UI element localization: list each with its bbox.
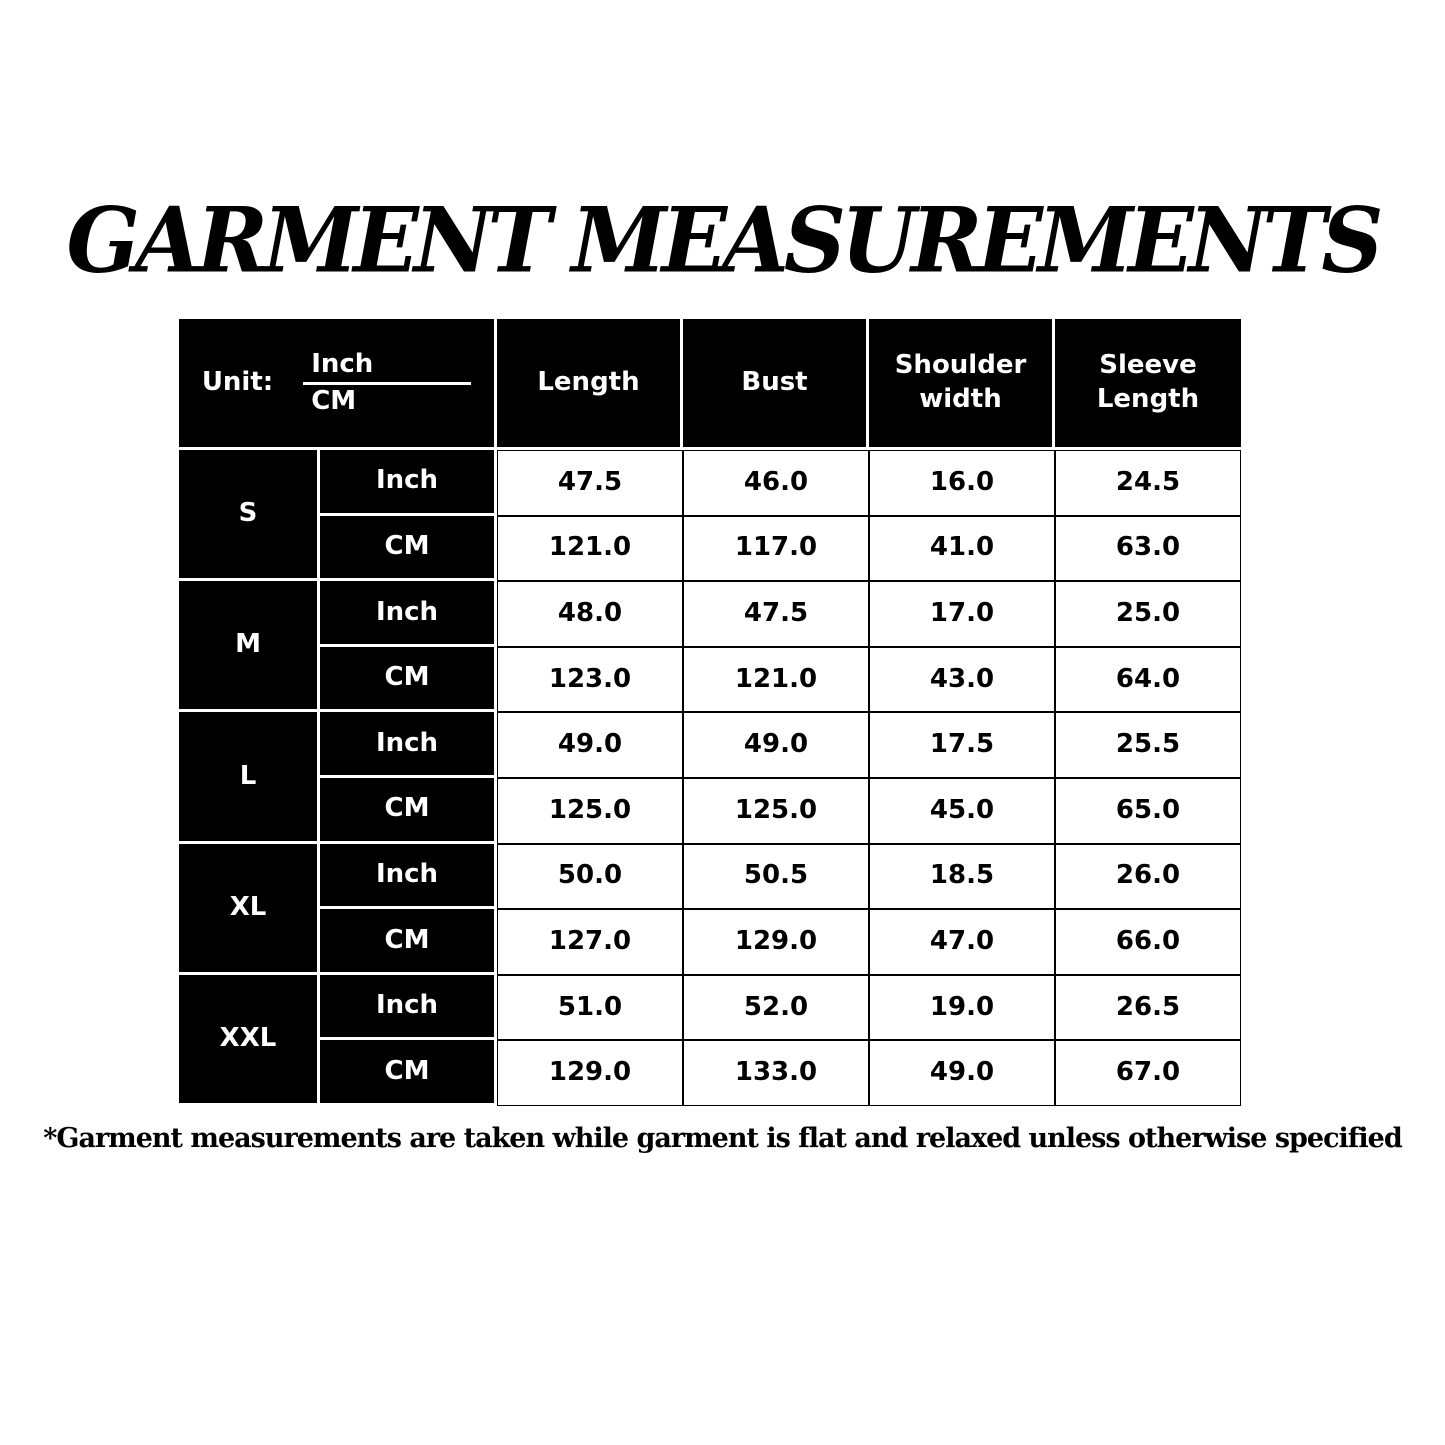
unit-cell: Inch: [320, 450, 497, 516]
measurement-cell: 43.0: [869, 646, 1055, 713]
measurement-cell: 125.0: [683, 777, 869, 844]
measurement-cell: 52.0: [683, 974, 869, 1041]
measurement-cell: 121.0: [497, 515, 683, 582]
unit-label: Unit:: [201, 367, 274, 398]
unit-cell: Inch: [320, 843, 497, 910]
measurement-cell: 51.0: [497, 974, 683, 1041]
measurement-cell: 41.0: [869, 515, 1055, 582]
column-header-bust: Bust: [683, 319, 869, 450]
measurement-cell: 129.0: [497, 1040, 683, 1106]
measurement-cell: 125.0: [497, 777, 683, 844]
measurement-cell: 47.5: [683, 581, 869, 647]
unit-cell: CM: [320, 909, 497, 975]
measurement-cell: 123.0: [497, 646, 683, 713]
measurement-cell: 26.5: [1055, 974, 1241, 1041]
measurement-cell: 121.0: [683, 646, 869, 713]
size-label: XXL: [179, 974, 320, 1106]
measurement-cell: 133.0: [683, 1040, 869, 1106]
unit-inch: Inch: [303, 348, 472, 385]
measurement-cell: 47.0: [869, 909, 1055, 975]
unit-cell: CM: [320, 777, 497, 844]
unit-cell: Inch: [320, 712, 497, 778]
column-header-shoulder-width: Shoulder width: [869, 319, 1055, 450]
measurement-cell: 26.0: [1055, 843, 1241, 910]
measurement-cell: 50.5: [683, 843, 869, 910]
measurement-cell: 45.0: [869, 777, 1055, 844]
page-title: GARMENT MEASUREMENTS: [66, 187, 1384, 294]
column-header-length: Length: [497, 319, 683, 450]
measurement-cell: 49.0: [683, 712, 869, 778]
size-label: L: [179, 712, 320, 844]
measurement-cell: 64.0: [1055, 646, 1241, 713]
size-label: XL: [179, 843, 320, 975]
unit-cm: CM: [311, 385, 357, 416]
unit-cell: CM: [320, 646, 497, 713]
footnote: *Garment measurements are taken while ga…: [43, 1123, 1402, 1154]
measurement-cell: 49.0: [869, 1040, 1055, 1106]
measurement-cell: 25.0: [1055, 581, 1241, 647]
size-chart-table: Unit: Inch CM Length Bust Shoulder width…: [179, 319, 1241, 1106]
size-label: M: [179, 581, 320, 713]
unit-cell: CM: [320, 1040, 497, 1106]
unit-cell: Inch: [320, 581, 497, 647]
measurement-cell: 24.5: [1055, 450, 1241, 516]
measurement-cell: 18.5: [869, 843, 1055, 910]
measurement-cell: 50.0: [497, 843, 683, 910]
measurement-cell: 46.0: [683, 450, 869, 516]
unit-cell: Inch: [320, 974, 497, 1041]
measurement-cell: 63.0: [1055, 515, 1241, 582]
measurement-cell: 25.5: [1055, 712, 1241, 778]
measurement-cell: 117.0: [683, 515, 869, 582]
measurement-cell: 129.0: [683, 909, 869, 975]
measurement-cell: 19.0: [869, 974, 1055, 1041]
measurement-cell: 16.0: [869, 450, 1055, 516]
measurement-cell: 47.5: [497, 450, 683, 516]
measurement-cell: 65.0: [1055, 777, 1241, 844]
measurement-cell: 67.0: [1055, 1040, 1241, 1106]
unit-header: Unit: Inch CM: [179, 319, 497, 450]
measurement-cell: 17.0: [869, 581, 1055, 647]
measurement-cell: 66.0: [1055, 909, 1241, 975]
measurement-cell: 49.0: [497, 712, 683, 778]
measurement-cell: 48.0: [497, 581, 683, 647]
unit-cell: CM: [320, 515, 497, 582]
measurement-cell: 17.5: [869, 712, 1055, 778]
column-header-sleeve-length: Sleeve Length: [1055, 319, 1241, 450]
measurement-cell: 127.0: [497, 909, 683, 975]
size-label: S: [179, 450, 320, 582]
